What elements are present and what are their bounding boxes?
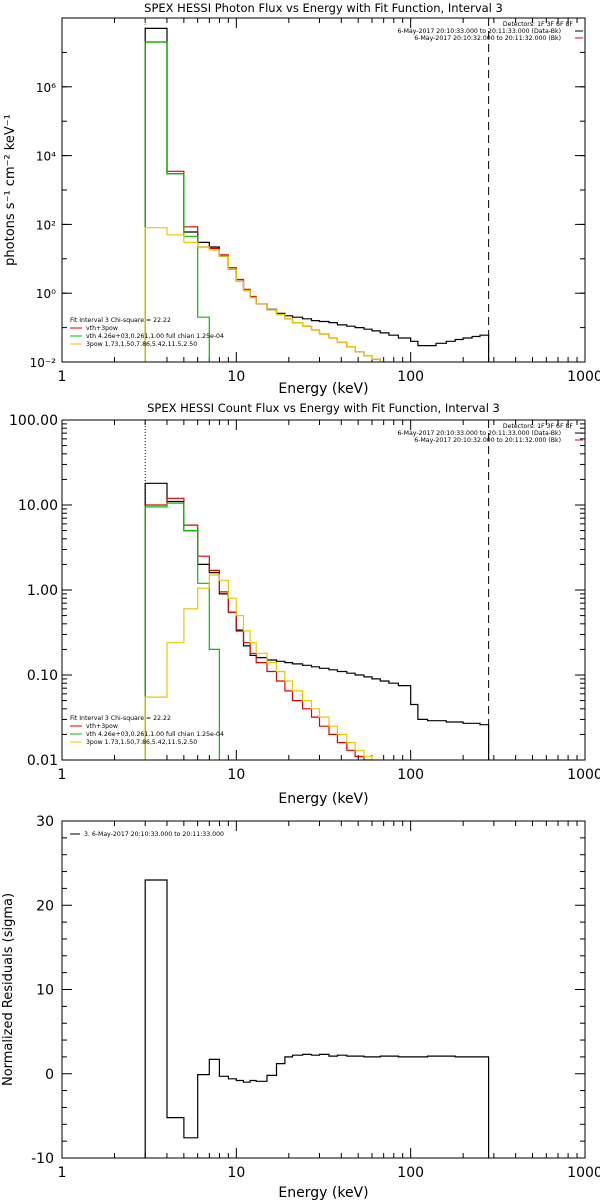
y-tick-label: 10⁻²	[30, 356, 57, 370]
series-3-histogram	[144, 41, 210, 362]
fit-info-line: vth 4.26e+03,0.261,1.00 full chian 1.25e…	[86, 731, 224, 738]
chart-title: SPEX HESSI Photon Flux vs Energy with Fi…	[144, 1, 503, 15]
x-tick-label: 10	[227, 767, 245, 783]
y-tick-label: 10⁰	[36, 287, 56, 301]
x-tick-label: 1	[58, 767, 67, 783]
data-layer	[144, 879, 490, 1158]
y-tick-label: 0.10	[27, 668, 58, 684]
detector-info-line: 6-May-2017 20:10:33.000 to 20:11:33.000 …	[398, 28, 562, 35]
y-tick-label: 20	[36, 898, 54, 914]
x-tick-label: 1	[58, 369, 67, 385]
plot-frame	[61, 419, 586, 761]
x-axis-label: Energy (keV)	[278, 381, 368, 397]
series-1-histogram	[144, 482, 490, 760]
detector-info-line: 6-May-2017 20:10:32.000 to 20:11:32.000 …	[414, 35, 561, 42]
y-tick-label: 0.01	[27, 753, 58, 769]
fit-info-line: Fit Interval 3 Chi-square = 22.22	[70, 715, 171, 722]
x-tick-label: 1000	[567, 369, 600, 385]
chart-panel-3: 1 10 100 1000 Energy (keV) -10 0 10 20 30 Normaliz…	[1, 814, 600, 1201]
y-axis-label: Normalized Residuals (sigma)	[1, 893, 16, 1086]
x-axis-label: Energy (keV)	[278, 791, 368, 807]
x-tick-label: 100	[397, 369, 424, 385]
fit-info-line: 3pow 1.73,1.50,7.86,5.42,11.5,2.50	[86, 341, 197, 348]
y-tick-label: 0	[45, 1067, 54, 1083]
fit-info-line: Fit Interval 3 Chi-square = 22.22	[70, 317, 171, 324]
x-tick-label: 100	[397, 767, 424, 783]
detector-info-line: Detectors: 1F 3F 6F 8F	[503, 21, 574, 28]
series-4-histogram	[144, 574, 381, 760]
chart-title: SPEX HESSI Count Flux vs Energy with Fit…	[147, 401, 500, 415]
y-tick-label: 10⁶	[36, 81, 56, 95]
series-3-histogram	[144, 502, 220, 760]
y-tick-label: 10.00	[18, 498, 58, 514]
y-tick-label: 10	[36, 983, 54, 999]
x-tick-label: 1000	[567, 767, 600, 783]
y-tick-label: 10²	[36, 218, 56, 232]
detector-info-line: 6-May-2017 20:10:32.000 to 20:11:32.000 …	[414, 437, 561, 444]
y-tick-label: -10	[31, 1151, 54, 1167]
x-tick-label: 100	[397, 1165, 424, 1181]
fit-info-line: vth 4.26e+03,0.261,1.00 full chian 1.25e…	[86, 333, 224, 340]
detector-info-line: 6-May-2017 20:10:33.000 to 20:11:33.000 …	[398, 430, 562, 437]
plot-frame	[61, 17, 586, 363]
series-1-histogram	[144, 879, 490, 1158]
x-tick-label: 1	[58, 1165, 67, 1181]
series-2-histogram	[144, 497, 372, 760]
series-4-histogram	[144, 227, 389, 362]
y-axis-label: photons s⁻¹ cm⁻² keV⁻¹	[3, 114, 18, 266]
fit-info-line: 3pow 1.73,1.50,7.86,5.42,11.5,2.50	[86, 739, 197, 746]
y-tick-label: 100.00	[9, 413, 58, 429]
residual-legend-text: 3. 6-May-2017 20:10:33.000 to 20:11:33.0…	[84, 831, 224, 838]
y-tick-label: 30	[36, 814, 54, 830]
x-axis-label: Energy (keV)	[278, 1185, 368, 1200]
fit-info-line: vth+3pow	[86, 325, 118, 332]
chart-panel-1: SPEX HESSI Photon Flux vs Energy with Fi…	[3, 1, 600, 397]
fit-info-line: vth+3pow	[86, 723, 118, 730]
series-2-histogram	[144, 41, 381, 362]
y-tick-label: 10⁴	[36, 150, 56, 164]
data-layer	[144, 18, 490, 362]
series-1-histogram	[144, 27, 490, 362]
data-layer	[144, 420, 490, 760]
y-tick-label: 1.00	[27, 583, 58, 599]
x-tick-label: 10	[227, 369, 245, 385]
chart-panel-2: SPEX HESSI Count Flux vs Energy with Fit…	[9, 401, 600, 807]
detector-info-line: Detectors: 1F 3F 6F 8F	[503, 423, 574, 430]
x-tick-label: 1000	[567, 1165, 600, 1181]
plot-frame	[61, 820, 586, 1159]
x-tick-label: 10	[227, 1165, 245, 1181]
